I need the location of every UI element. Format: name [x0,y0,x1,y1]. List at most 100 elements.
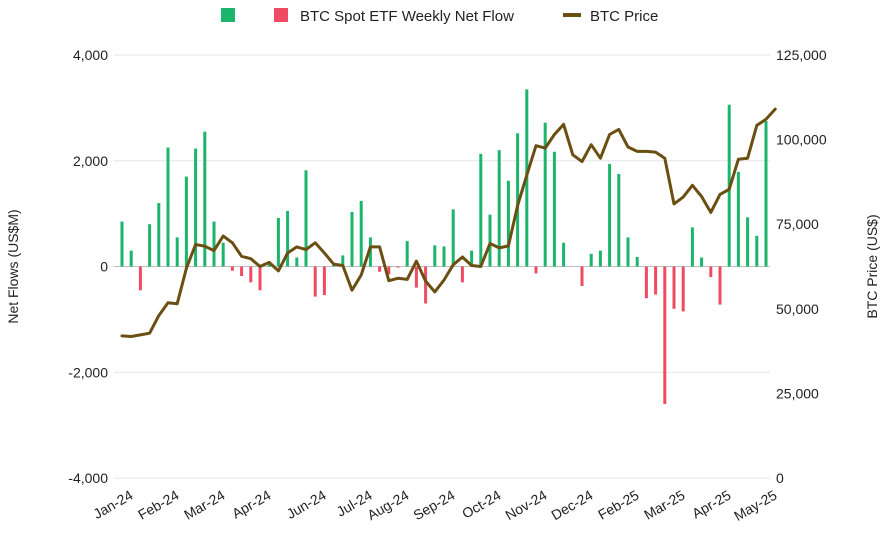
outflow-bar [534,266,538,274]
inflow-bar [700,257,704,267]
x-tick-label: May-25 [731,487,780,524]
inflow-bar [442,246,446,267]
price-line-group [120,107,777,338]
y-left-tick-label: 4,000 [73,47,108,63]
inflow-bar [433,245,437,267]
outflow-bar [718,266,722,305]
inflow-bar [479,153,483,267]
y-left-tick-label: 2,000 [73,153,108,169]
inflow-bar [129,250,133,267]
inflow-bar [332,265,336,267]
x-tick-label: Sep-24 [410,487,457,524]
outflow-bar [414,266,418,288]
inflow-bar [746,217,750,267]
outflow-bar [258,266,262,291]
outflow-bar [138,266,142,291]
legend-swatch-outflow [274,8,288,22]
outflow-bar [378,266,382,272]
y-right-tick-label: 50,000 [776,301,819,317]
inflow-bar [166,147,170,267]
inflow-bar [175,237,179,267]
y-left-tick-label: -4,000 [68,470,108,486]
inflow-bar [516,133,520,267]
legend-swatch-inflow [221,8,235,22]
x-tick-label: Aug-24 [364,487,411,524]
inflow-bar [736,171,740,267]
inflow-bar [286,210,290,267]
inflow-bar [470,250,474,267]
outflow-bar [580,266,584,287]
x-tick-label: Mar-25 [641,487,688,523]
inflow-bar [755,235,759,267]
x-tick-label: Dec-24 [548,487,595,524]
inflow-bar [359,200,363,267]
y-left-axis-title: Net Flows (US$M) [5,209,21,323]
inflow-bar [506,180,510,267]
legend-label-flow: BTC Spot ETF Weekly Net Flow [300,8,514,25]
inflow-bar [203,131,207,267]
outflow-bar [709,266,713,278]
x-tick-label: Mar-24 [181,487,228,523]
inflow-bar [295,257,299,267]
legend: BTC Spot ETF Weekly Net Flow BTC Price [221,8,658,25]
inflow-bar [341,255,345,267]
outflow-bar [230,266,234,271]
outflow-bar [387,266,391,275]
btc-price-line [120,107,777,338]
outflow-bar [240,266,244,277]
inflow-bar [405,241,409,267]
outflow-bar [396,266,400,268]
outflow-bar [322,266,326,296]
inflow-bar [598,250,602,267]
y-right-tick-label: 25,000 [776,385,819,401]
x-tick-label: Feb-25 [595,487,642,523]
inflow-bar [184,176,188,267]
inflow-bar [552,151,556,267]
inflow-bar [120,221,124,267]
inflow-bar [276,217,280,267]
outflow-bar [681,266,685,312]
outflow-bar [424,266,428,304]
y-right-tick-label: 75,000 [776,216,819,232]
outflow-bar [654,266,658,295]
outflow-bar [644,266,648,299]
outflow-bar [460,266,464,283]
inflow-bar [488,214,492,267]
inflow-bar [764,121,768,267]
x-tick-label: Apr-25 [689,487,734,522]
inflow-bar [350,212,354,267]
axes: 4,000 2,000 0 -2,000 -4,000 125,000 100,000 75,… [5,47,880,524]
inflow-bar [497,150,501,267]
outflow-bar [663,266,667,404]
x-tick-label: Apr-24 [229,487,274,522]
inflow-bar [304,170,308,267]
inflow-bar [608,163,612,267]
y-right-tick-label: 125,000 [776,47,827,63]
inflow-bar [589,253,593,267]
inflow-bar [194,148,198,267]
inflow-bar [626,237,630,267]
inflow-bar [157,203,161,267]
outflow-bar [313,266,317,297]
inflow-bar [148,224,152,267]
x-tick-label: Jun-24 [284,487,329,522]
y-left-tick-label: 0 [100,259,108,275]
inflow-bar [212,221,216,267]
inflow-bar [690,227,694,267]
inflow-bar [635,256,639,267]
gridlines [114,54,770,479]
x-tick-label: Jan-24 [90,487,135,522]
inflow-bar [562,242,566,267]
y-right-tick-label: 100,000 [776,132,827,148]
x-tick-label: Feb-24 [135,487,182,523]
y-right-axis-title: BTC Price (US$) [864,214,880,318]
outflow-bar [249,266,253,283]
inflow-bar [543,122,547,267]
y-left-tick-label: -2,000 [68,364,108,380]
inflow-bar [221,242,225,267]
x-tick-label: Oct-24 [459,487,504,522]
legend-label-price: BTC Price [590,8,658,25]
outflow-bar [672,266,676,309]
